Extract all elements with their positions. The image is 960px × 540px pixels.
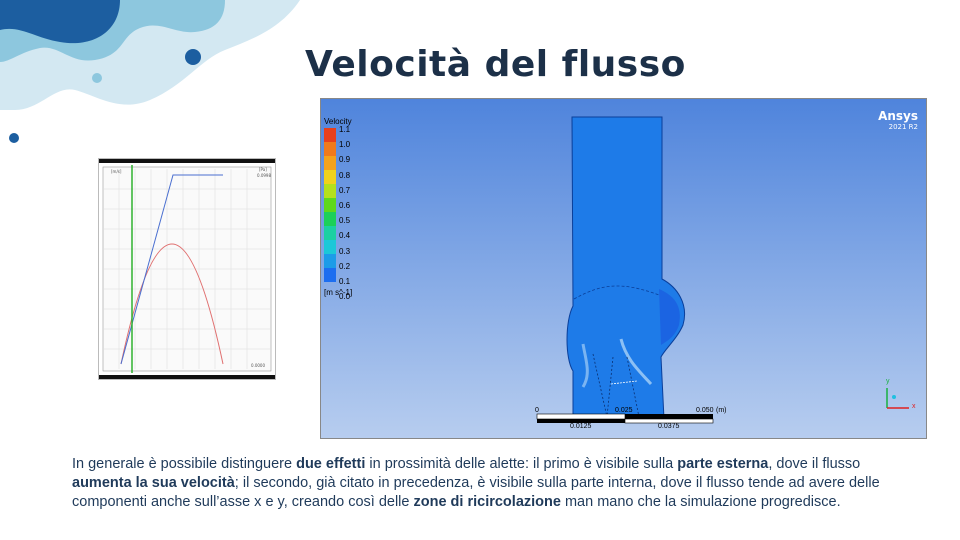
legend-color-5 — [324, 198, 336, 213]
legend-title: Velocity — [324, 117, 352, 126]
axis-y-label: y — [886, 378, 890, 385]
legend-tick: 0.6 — [339, 201, 351, 210]
legend-color-3 — [324, 170, 336, 185]
legend-tick: 0.0 — [339, 292, 351, 302]
legend-tick: 0.5 — [339, 216, 351, 226]
legend-color-8 — [324, 240, 336, 255]
legend-tick: 0.3 — [339, 246, 351, 256]
legend-tick: 0.9 — [339, 155, 351, 165]
slide-title: Velocità del flusso — [305, 44, 686, 85]
legend-tick: 0.1 — [339, 277, 351, 286]
legend-color-4 — [324, 184, 336, 199]
pressure-curve — [120, 243, 224, 365]
legend-color-6 — [324, 212, 336, 227]
legend-tick: 0.8 — [339, 170, 351, 180]
legend-tick: 0.4 — [339, 231, 351, 241]
legend-color-2 — [324, 156, 336, 171]
legend-color-7 — [324, 226, 336, 241]
legend-tick: 1.1 — [339, 125, 351, 134]
svg-text:0.0000: 0.0000 — [251, 363, 265, 368]
legend-color-1 — [324, 142, 336, 157]
legend-color-10 — [324, 268, 336, 282]
legend-color-9 — [324, 254, 336, 269]
legend-color-0 — [324, 128, 336, 143]
decorative-blobs — [0, 0, 300, 143]
slide-caption: In generale è possibile distinguere due … — [72, 456, 880, 510]
flow-domain — [536, 116, 909, 424]
svg-text:0.0998: 0.0998 — [257, 173, 271, 178]
svg-text:[m/s]: [m/s] — [111, 169, 122, 174]
legend-tick: 0.7 — [339, 185, 351, 195]
axis-x-label: x — [912, 403, 916, 410]
velocity-profile-plot: [m/s] [Pa] 0.0998 0.0000 — [98, 158, 276, 380]
ansys-logo: Ansys 2021 R2 — [878, 109, 918, 131]
velocity-line — [120, 174, 223, 365]
legend-tick: 0.2 — [339, 261, 351, 271]
svg-text:[Pa]: [Pa] — [259, 167, 267, 172]
legend-colorbar — [324, 128, 336, 282]
legend-unit: [m s^-1] — [324, 288, 353, 297]
cfd-velocity-contour: Velocity 1.1 1.0 0.9 0.8 0.7 0.6 0.5 0.4 0.3 0.2 0… — [320, 98, 927, 439]
legend-tick: 1.0 — [339, 140, 351, 150]
